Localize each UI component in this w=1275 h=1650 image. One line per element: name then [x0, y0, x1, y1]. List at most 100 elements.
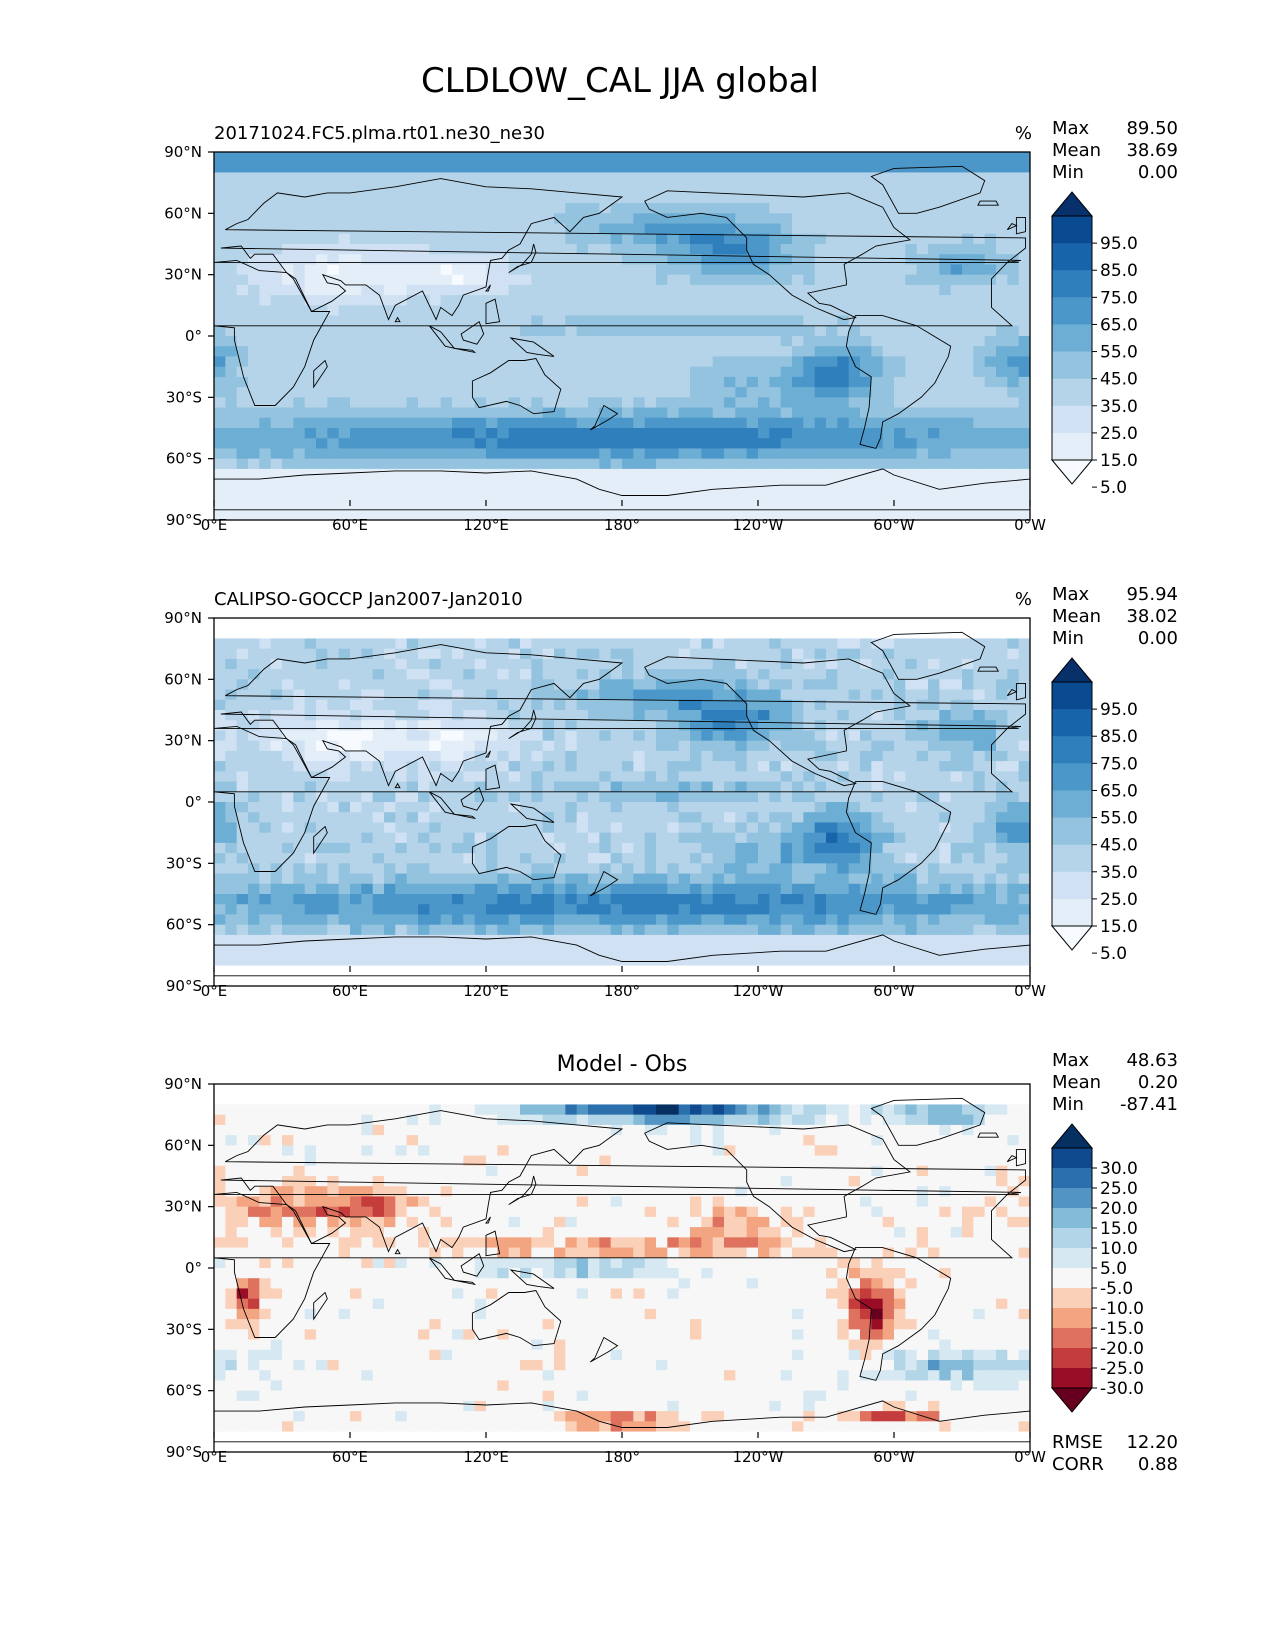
colorbar-tick-label: 5.0 [1100, 1259, 1127, 1279]
coastline [644, 1122, 911, 1253]
colorbar-tick-label: -5.0 [1100, 1279, 1133, 1299]
coastline [313, 825, 328, 855]
panel-model-colorbar: 95.0 85.0 75.0 65.0 55.0 45.0 35.0 25.0 15.0 5.0 [1050, 191, 1138, 498]
coastline [870, 165, 986, 214]
coastline [460, 321, 485, 345]
coastline [845, 781, 952, 915]
x-tick-label: 120°W [733, 982, 784, 1000]
colorbar-segment [1052, 216, 1092, 244]
colorbar-segment [1052, 1228, 1092, 1249]
metric-rmse-value: 12.20 [1126, 1432, 1178, 1453]
coastline [508, 1175, 537, 1205]
panel-diff-xticks: 0°E 60°E 120°E 180° 120°W 60°W 0°W [201, 1432, 1046, 1466]
stat-min-label: Min [1052, 1094, 1084, 1115]
x-tick-label: 0°E [201, 516, 228, 534]
colorbar-tick-label: 65.0 [1100, 781, 1138, 801]
coastline [485, 1216, 491, 1224]
field-cells [214, 152, 1030, 520]
stat-mean-label: Mean [1052, 606, 1101, 627]
x-tick-label: 120°W [733, 1448, 784, 1466]
colorbar-extend-min [1050, 1387, 1094, 1413]
coastline [485, 764, 501, 791]
y-tick-label: 0° [185, 327, 202, 345]
panel-obs-yticks: 90°N 60°N 30°N 0° 30°S 60°S 90°S [164, 609, 214, 995]
coastline [220, 1110, 1026, 1253]
y-tick-label: 30°N [164, 1198, 202, 1216]
coastline [845, 315, 952, 449]
colorbar-tick-label: 25.0 [1100, 1179, 1138, 1199]
panel-model-xticks: 0°E 60°E 120°E 180° 120°W 60°W 0°W [201, 500, 1046, 534]
colorbar-tick-label: 65.0 [1100, 315, 1138, 335]
y-tick-label: 90°S [166, 511, 202, 529]
metric-corr-value: 0.88 [1138, 1454, 1178, 1475]
y-tick-label: 60°S [166, 450, 202, 468]
stat-max-value: 48.63 [1126, 1050, 1178, 1071]
x-tick-label: 120°W [733, 516, 784, 534]
colorbar-segment [1052, 709, 1092, 737]
colorbar-tick-label: 95.0 [1100, 234, 1138, 254]
coastline [214, 468, 1030, 511]
colorbar-tick-label: 15.0 [1100, 1219, 1138, 1239]
colorbar-segment [1052, 1148, 1092, 1169]
coastline [508, 709, 537, 739]
colorbar-segment [1052, 324, 1092, 353]
stat-max-label: Max [1052, 1050, 1090, 1071]
panel-diff: Model - Obs Max 48.63 Mean 0.20 Min -87.… [164, 1050, 1178, 1475]
coastline [1015, 1148, 1026, 1167]
stat-mean-value: 38.02 [1126, 606, 1178, 627]
colorbar-segment [1052, 1188, 1092, 1209]
colorbar-tick-label: -20.0 [1100, 1339, 1144, 1359]
coastline [870, 631, 986, 680]
colorbar-tick-label: -10.0 [1100, 1299, 1144, 1319]
x-tick-label: 120°E [463, 982, 509, 1000]
coastline [454, 813, 477, 820]
y-tick-label: 30°S [166, 1320, 202, 1338]
stat-max-value: 95.94 [1126, 584, 1178, 605]
colorbar-tick-label: 45.0 [1100, 836, 1138, 856]
stat-min-label: Min [1052, 162, 1084, 183]
x-tick-label: 60°W [873, 1448, 915, 1466]
coastline [485, 284, 491, 292]
colorbar-segment [1052, 898, 1092, 927]
panel-obs-map [213, 617, 1031, 987]
coastline [485, 298, 501, 325]
colorbar-tick-label: 15.0 [1100, 917, 1138, 937]
colorbar-segment [1052, 1328, 1092, 1349]
colorbar-segment [1052, 297, 1092, 325]
metric-rmse-label: RMSE [1052, 1432, 1103, 1453]
panel-obs: CALIPSO-GOCCP Jan2007-Jan2010 % Max 95.9… [164, 584, 1178, 1000]
x-tick-label: 180° [604, 1448, 640, 1466]
y-tick-label: 90°S [166, 977, 202, 995]
colorbar-segment [1052, 1348, 1092, 1369]
colorbar-extend-max [1050, 1123, 1094, 1149]
colorbar-tick-label: -30.0 [1100, 1379, 1144, 1399]
colorbar-segment [1052, 351, 1092, 380]
y-tick-label: 0° [185, 793, 202, 811]
coastline [220, 644, 1026, 787]
coastline [977, 1132, 1000, 1138]
coastline [460, 1253, 485, 1277]
field-cells [214, 1084, 1030, 1452]
colorbar-segment [1052, 378, 1092, 407]
x-tick-label: 60°W [873, 516, 915, 534]
panel-diff-stats: Max 48.63 Mean 0.20 Min -87.41 [1052, 1050, 1178, 1115]
figure-title: CLDLOW_CAL JJA global [421, 61, 819, 101]
panel-diff-subtitle: Model - Obs [557, 1052, 688, 1077]
colorbar-tick-label: 5.0 [1100, 478, 1127, 498]
colorbar-extend-min [1050, 459, 1094, 485]
coastline [214, 259, 1019, 406]
panel-diff-map [213, 1083, 1031, 1453]
colorbar-segment [1052, 790, 1092, 819]
coastline [220, 178, 1026, 321]
colorbar-frame [1051, 215, 1093, 461]
colorbar-tick-label: 85.0 [1100, 727, 1138, 747]
y-tick-label: 30°S [166, 854, 202, 872]
colorbar-tick-label: 25.0 [1100, 890, 1138, 910]
colorbar-tick-label: 35.0 [1100, 397, 1138, 417]
panel-model-yticks: 90°N 60°N 30°N 0° 30°S 60°S 90°S [164, 143, 214, 529]
colorbar-segment [1052, 763, 1092, 791]
coastline [1015, 682, 1026, 701]
colorbar-segment [1052, 1308, 1092, 1329]
y-tick-label: 30°S [166, 388, 202, 406]
